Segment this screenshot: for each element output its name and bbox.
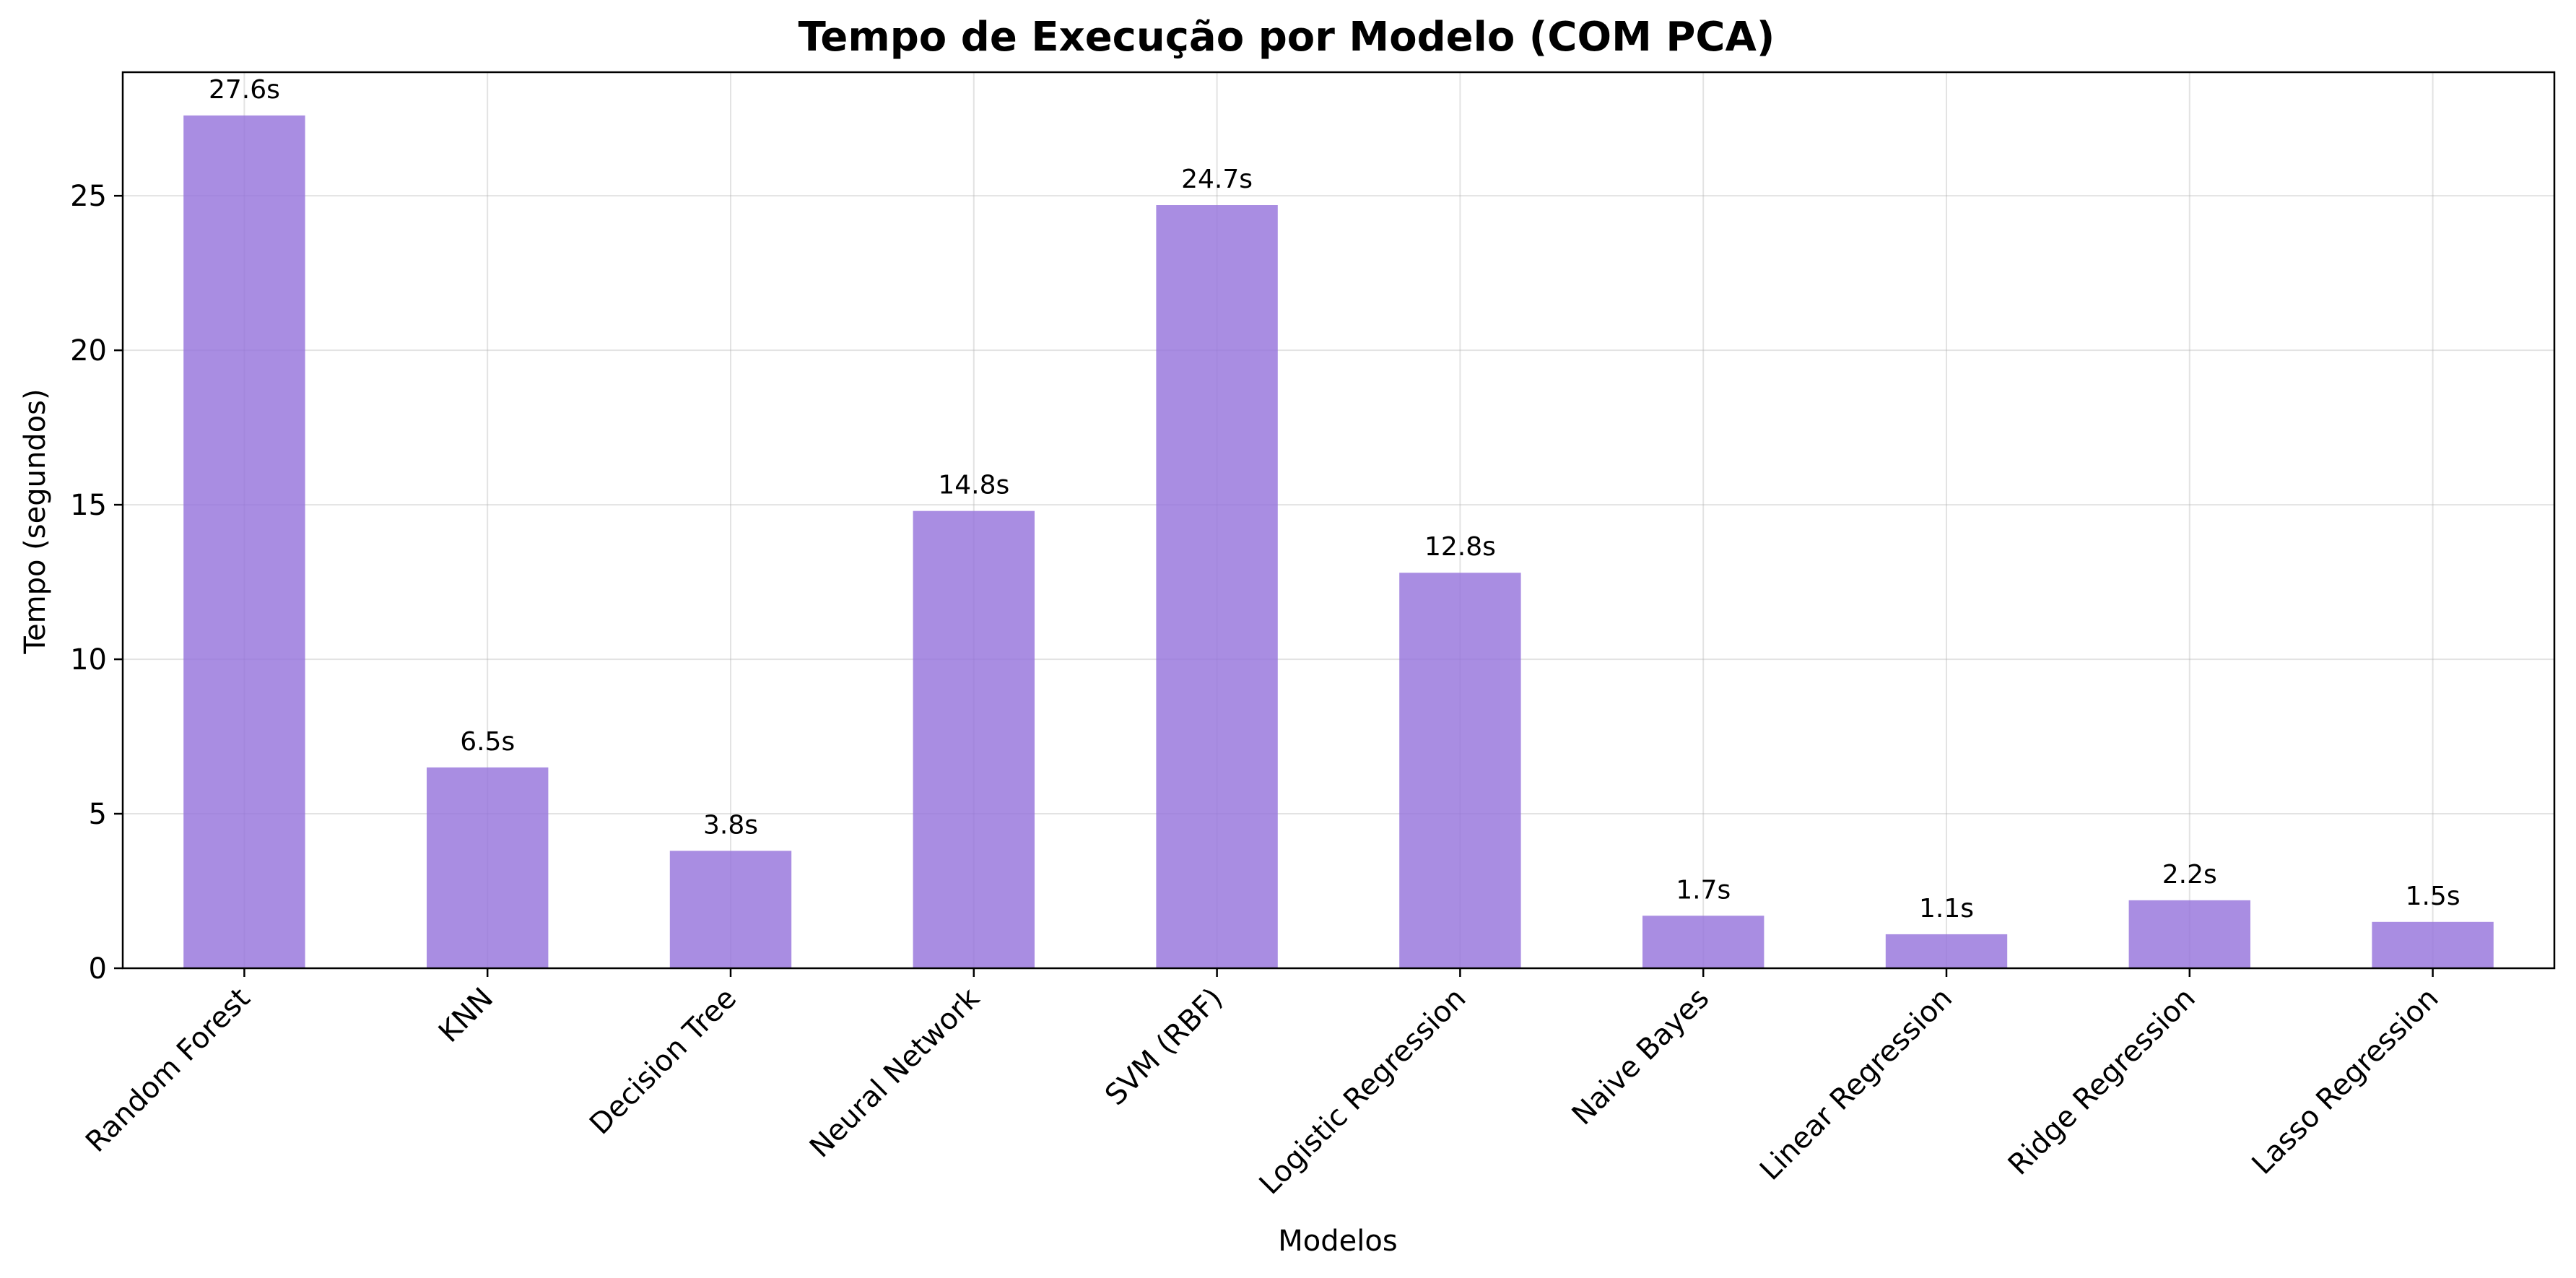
bar-value-label: 1.5s	[2406, 882, 2460, 911]
x-tick-label: Logistic Regression	[1253, 982, 1473, 1201]
bar	[1399, 573, 1521, 968]
bar	[913, 510, 1035, 968]
bar-value-label: 27.6s	[209, 75, 280, 105]
bar-value-label: 1.1s	[1919, 894, 1974, 923]
x-tick-label: Lasso Regression	[2246, 982, 2445, 1181]
x-axis: Random Forest KNN Decision Tree Neural Netw…	[79, 968, 2445, 1201]
x-tick-label: Random Forest	[79, 982, 256, 1159]
bar-value-label: 12.8s	[1424, 532, 1496, 562]
y-axis: 0 5 10 15 20 25	[70, 180, 123, 986]
y-tick-label: 0	[89, 952, 107, 986]
chart-title: Tempo de Execução por Modelo (COM PCA)	[799, 14, 1775, 61]
bar	[2128, 900, 2250, 968]
y-tick-label: 15	[70, 489, 107, 522]
x-axis-label: Modelos	[1278, 1225, 1397, 1258]
bar-value-label: 24.7s	[1181, 165, 1253, 194]
x-tick-label: Naive Bayes	[1566, 982, 1716, 1132]
bar	[1156, 205, 1278, 968]
bar-value-label: 1.7s	[1676, 875, 1731, 905]
bar	[2372, 921, 2494, 968]
data-label-layer: 27.6s 6.5s 3.8s 14.8s 24.7s 12.8s 1.7s 1.1s 2.2s…	[209, 75, 2460, 923]
x-tick-label: Neural Network	[804, 981, 987, 1165]
bar	[427, 767, 549, 968]
bar-value-label: 14.8s	[938, 471, 1009, 500]
x-tick-label: Linear Regression	[1754, 982, 1959, 1187]
y-tick-label: 5	[89, 798, 107, 831]
y-axis-label: Tempo (segundos)	[19, 388, 52, 654]
bar-value-label: 2.2s	[2162, 860, 2217, 890]
bar	[1885, 934, 2008, 968]
bar-layer	[183, 115, 2494, 968]
bar	[1642, 916, 1765, 968]
x-tick-label: Decision Tree	[583, 982, 743, 1142]
y-tick-label: 10	[70, 643, 107, 677]
x-tick-label: Ridge Regression	[2002, 982, 2202, 1182]
x-tick-label: SVM (RBF)	[1099, 982, 1230, 1113]
x-tick-label: KNN	[432, 982, 500, 1049]
bar	[183, 115, 305, 968]
bar	[669, 851, 792, 968]
y-tick-label: 25	[70, 180, 107, 213]
y-tick-label: 20	[70, 334, 107, 368]
bar-value-label: 6.5s	[460, 727, 515, 757]
bar-value-label: 3.8s	[703, 810, 758, 840]
plot-frame	[121, 71, 2556, 970]
